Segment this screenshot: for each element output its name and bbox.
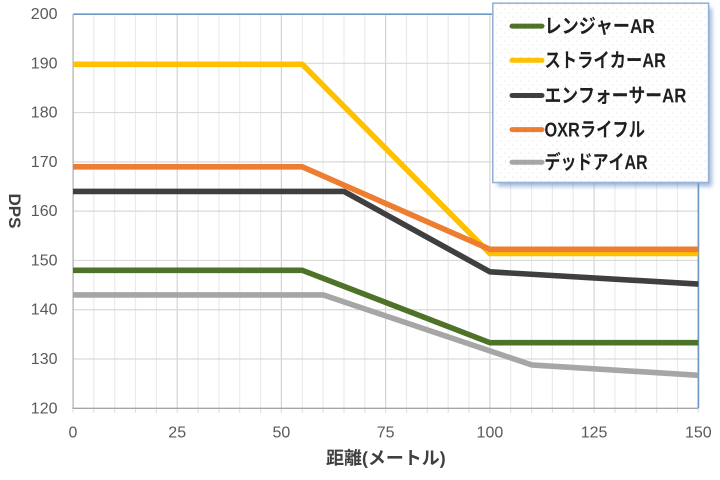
svg-text:150: 150: [685, 425, 712, 442]
svg-text:120: 120: [31, 400, 58, 417]
svg-text:125: 125: [581, 425, 608, 442]
svg-text:25: 25: [168, 425, 186, 442]
svg-text:180: 180: [31, 105, 58, 122]
svg-text:0: 0: [69, 425, 78, 442]
svg-text:190: 190: [31, 55, 58, 72]
svg-text:100: 100: [477, 425, 504, 442]
svg-text:50: 50: [273, 425, 291, 442]
svg-text:200: 200: [31, 6, 58, 23]
svg-text:75: 75: [377, 425, 395, 442]
svg-text:150: 150: [31, 252, 58, 269]
svg-text:130: 130: [31, 351, 58, 368]
svg-text:160: 160: [31, 203, 58, 220]
svg-text:DPS: DPS: [5, 194, 24, 229]
svg-text:170: 170: [31, 154, 58, 171]
svg-text:140: 140: [31, 302, 58, 319]
